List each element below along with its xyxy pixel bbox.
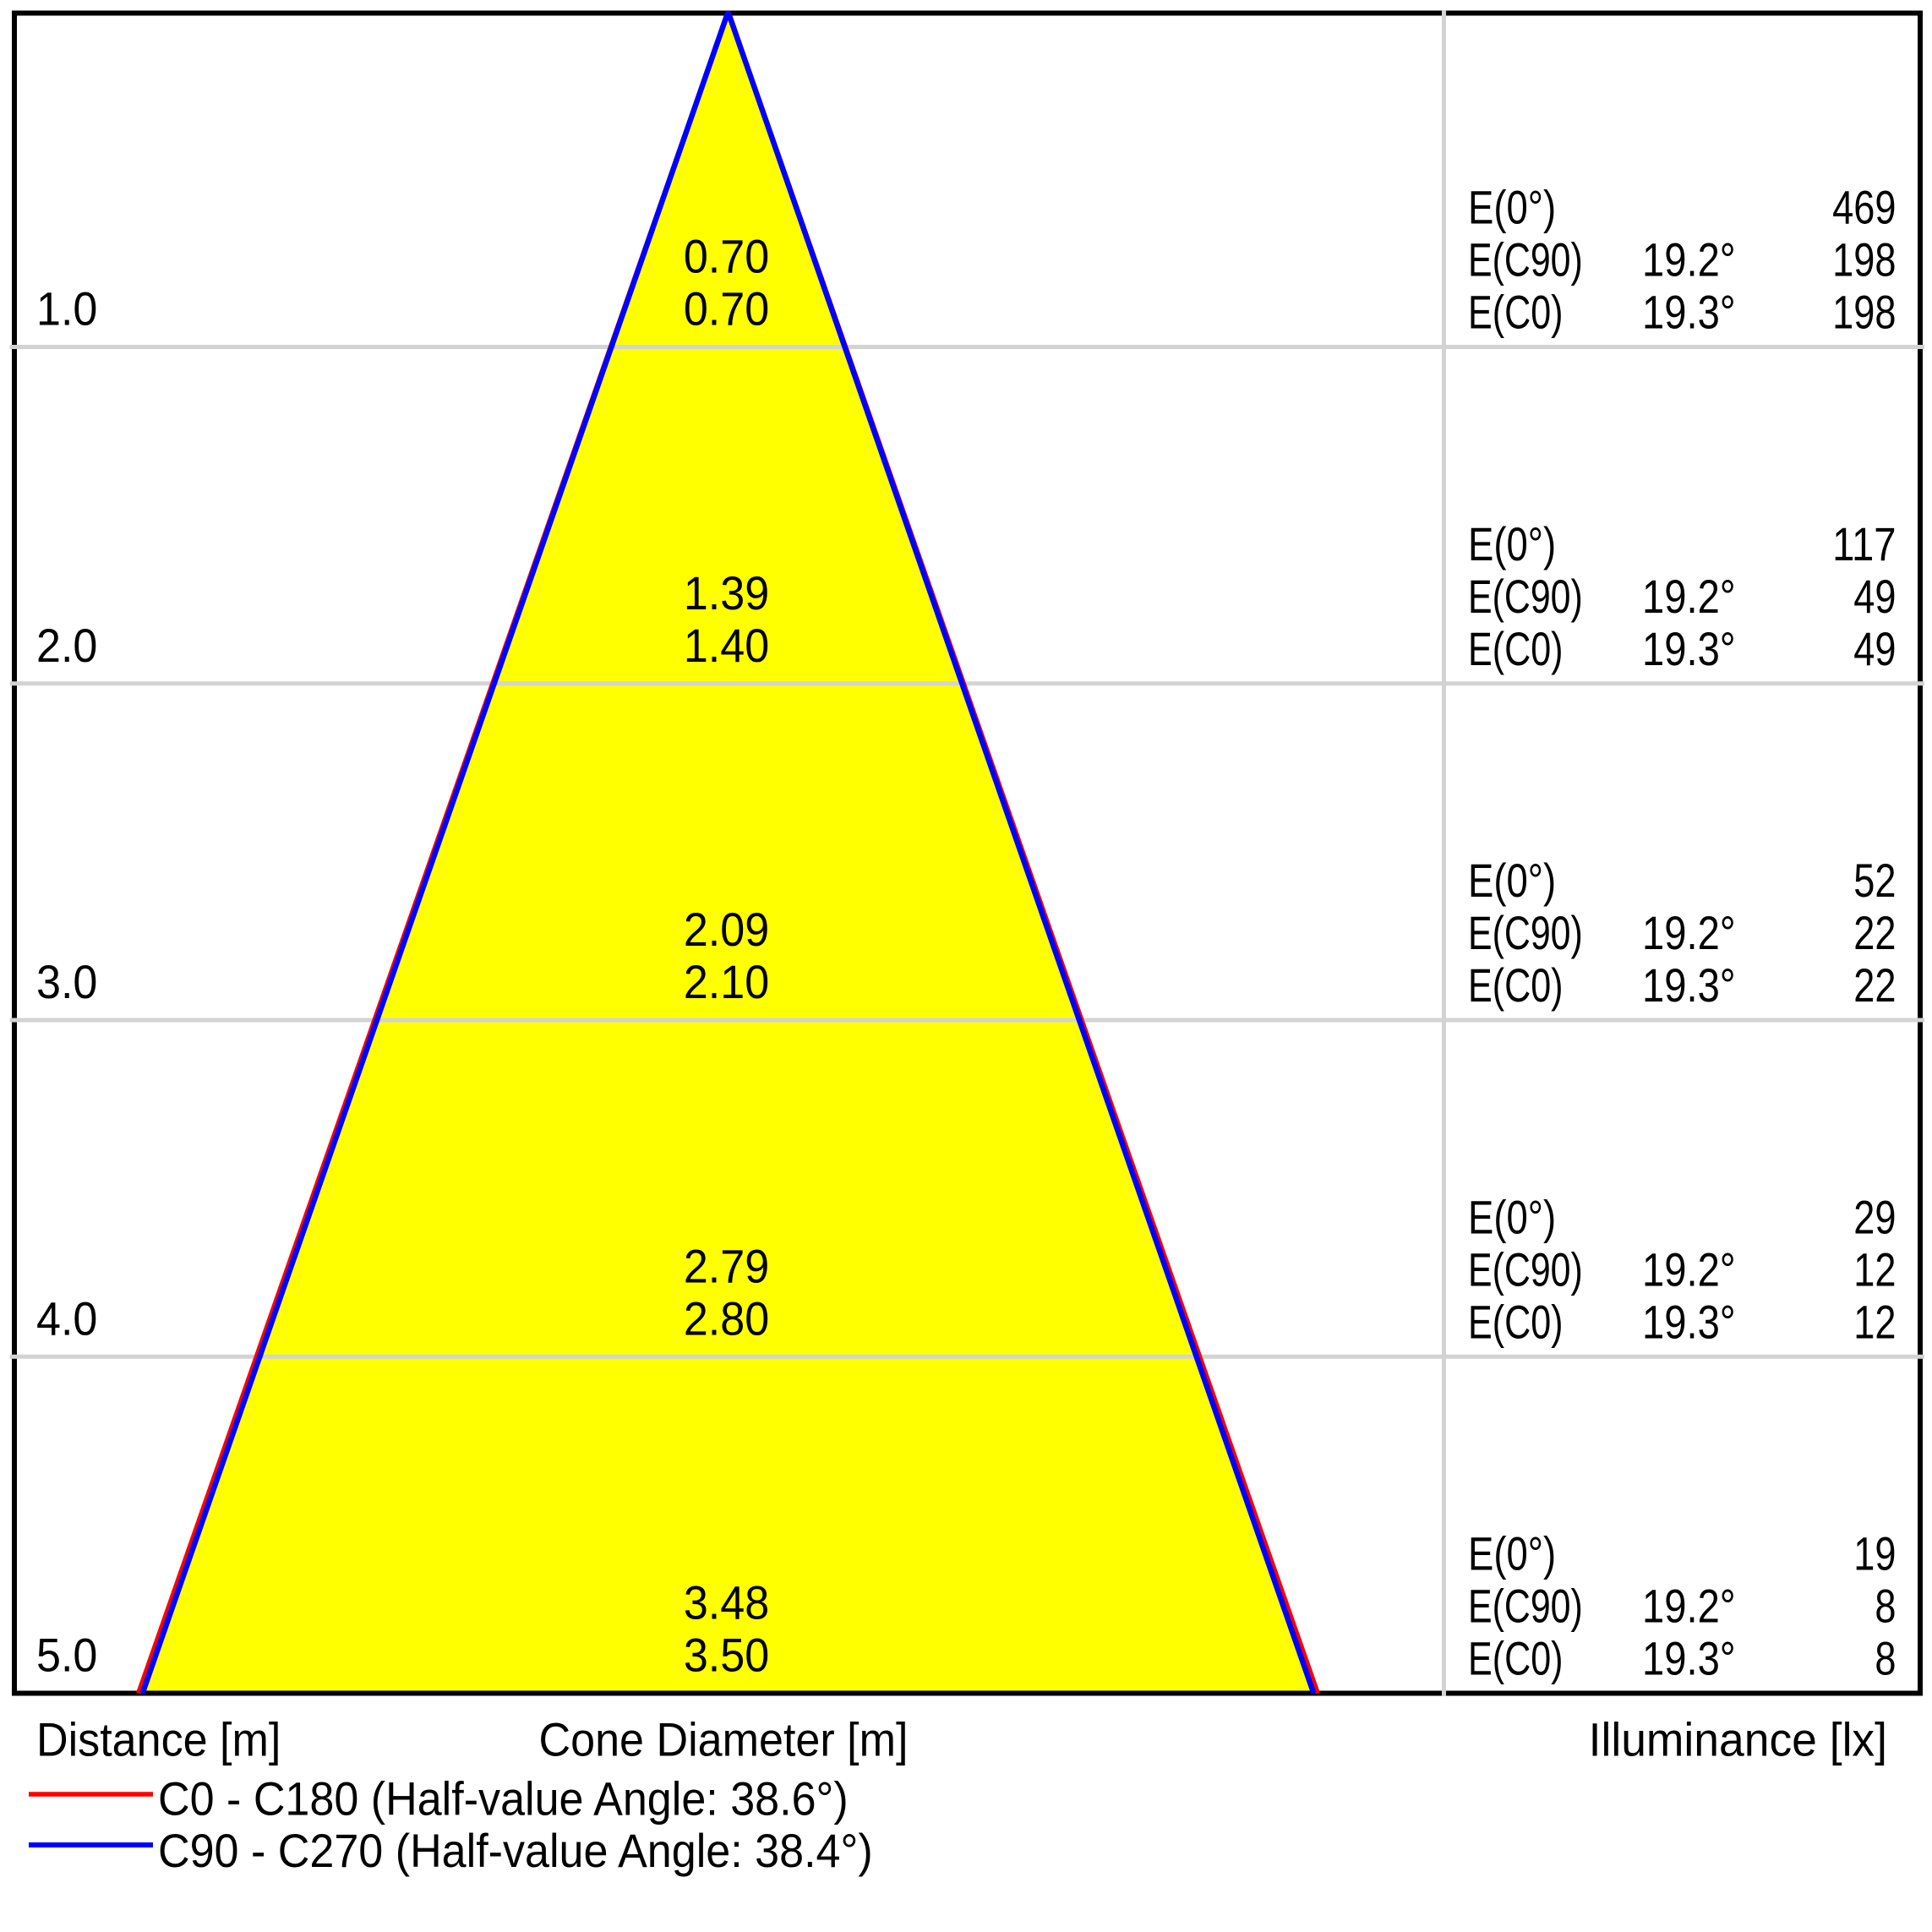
svg-text:4.0: 4.0: [36, 1293, 97, 1345]
svg-text:E(C90): E(C90): [1468, 1580, 1583, 1633]
svg-text:22: 22: [1853, 959, 1896, 1012]
svg-text:19.3°: 19.3°: [1642, 1633, 1736, 1685]
svg-text:0.70: 0.70: [684, 231, 769, 283]
svg-text:5.0: 5.0: [36, 1629, 97, 1682]
svg-text:198: 198: [1832, 234, 1896, 287]
svg-text:19.2°: 19.2°: [1642, 907, 1736, 959]
svg-text:0.70: 0.70: [684, 283, 769, 336]
svg-text:19.2°: 19.2°: [1642, 1580, 1736, 1633]
svg-text:E(C0): E(C0): [1468, 623, 1564, 675]
svg-text:52: 52: [1853, 854, 1896, 907]
svg-text:29: 29: [1853, 1192, 1896, 1244]
svg-text:2.79: 2.79: [684, 1241, 769, 1293]
svg-text:C0 - C180 (Half-value Angle: 3: C0 - C180 (Half-value Angle: 38.6°): [158, 1773, 849, 1826]
svg-text:12: 12: [1853, 1244, 1896, 1296]
svg-text:E(0°): E(0°): [1468, 1192, 1556, 1244]
svg-text:E(C90): E(C90): [1468, 234, 1583, 287]
svg-text:49: 49: [1853, 623, 1896, 675]
svg-text:2.80: 2.80: [684, 1293, 769, 1345]
svg-text:C90 - C270 (Half-value Angle:: C90 - C270 (Half-value Angle: 38.4°): [158, 1825, 873, 1877]
svg-text:Distance [m]: Distance [m]: [36, 1714, 281, 1766]
svg-text:E(C0): E(C0): [1468, 1633, 1564, 1685]
svg-text:3.48: 3.48: [684, 1577, 769, 1629]
svg-text:2.10: 2.10: [684, 956, 769, 1008]
svg-text:19.3°: 19.3°: [1642, 959, 1736, 1012]
svg-text:22: 22: [1853, 907, 1896, 959]
svg-text:E(0°): E(0°): [1468, 1528, 1556, 1580]
svg-text:117: 117: [1832, 518, 1896, 570]
svg-text:3.50: 3.50: [684, 1629, 769, 1682]
svg-text:Illuminance [lx]: Illuminance [lx]: [1589, 1714, 1887, 1766]
svg-text:E(C0): E(C0): [1468, 1296, 1564, 1349]
svg-text:19.3°: 19.3°: [1642, 1296, 1736, 1349]
svg-text:19: 19: [1853, 1528, 1896, 1580]
svg-text:E(0°): E(0°): [1468, 854, 1556, 907]
svg-text:1.40: 1.40: [684, 619, 769, 672]
svg-text:2.0: 2.0: [36, 619, 97, 672]
svg-text:19.2°: 19.2°: [1642, 234, 1736, 287]
svg-text:8: 8: [1875, 1633, 1896, 1685]
svg-text:469: 469: [1832, 182, 1896, 234]
svg-text:3.0: 3.0: [36, 956, 97, 1008]
svg-text:2.09: 2.09: [684, 903, 769, 956]
svg-text:E(C0): E(C0): [1468, 287, 1564, 339]
svg-text:8: 8: [1875, 1580, 1896, 1633]
svg-text:1.0: 1.0: [36, 283, 97, 336]
svg-text:Cone Diameter [m]: Cone Diameter [m]: [539, 1714, 909, 1766]
svg-text:E(0°): E(0°): [1468, 182, 1556, 234]
svg-text:E(C0): E(C0): [1468, 959, 1564, 1012]
svg-text:198: 198: [1832, 287, 1896, 339]
svg-text:E(C90): E(C90): [1468, 907, 1583, 959]
svg-text:E(C90): E(C90): [1468, 570, 1583, 623]
svg-text:E(0°): E(0°): [1468, 518, 1556, 570]
svg-text:19.2°: 19.2°: [1642, 1244, 1736, 1296]
svg-text:19.3°: 19.3°: [1642, 623, 1736, 675]
svg-text:E(C90): E(C90): [1468, 1244, 1583, 1296]
svg-text:19.3°: 19.3°: [1642, 287, 1736, 339]
svg-text:19.2°: 19.2°: [1642, 570, 1736, 623]
svg-text:49: 49: [1853, 570, 1896, 623]
svg-text:12: 12: [1853, 1296, 1896, 1349]
svg-text:1.39: 1.39: [684, 567, 769, 619]
